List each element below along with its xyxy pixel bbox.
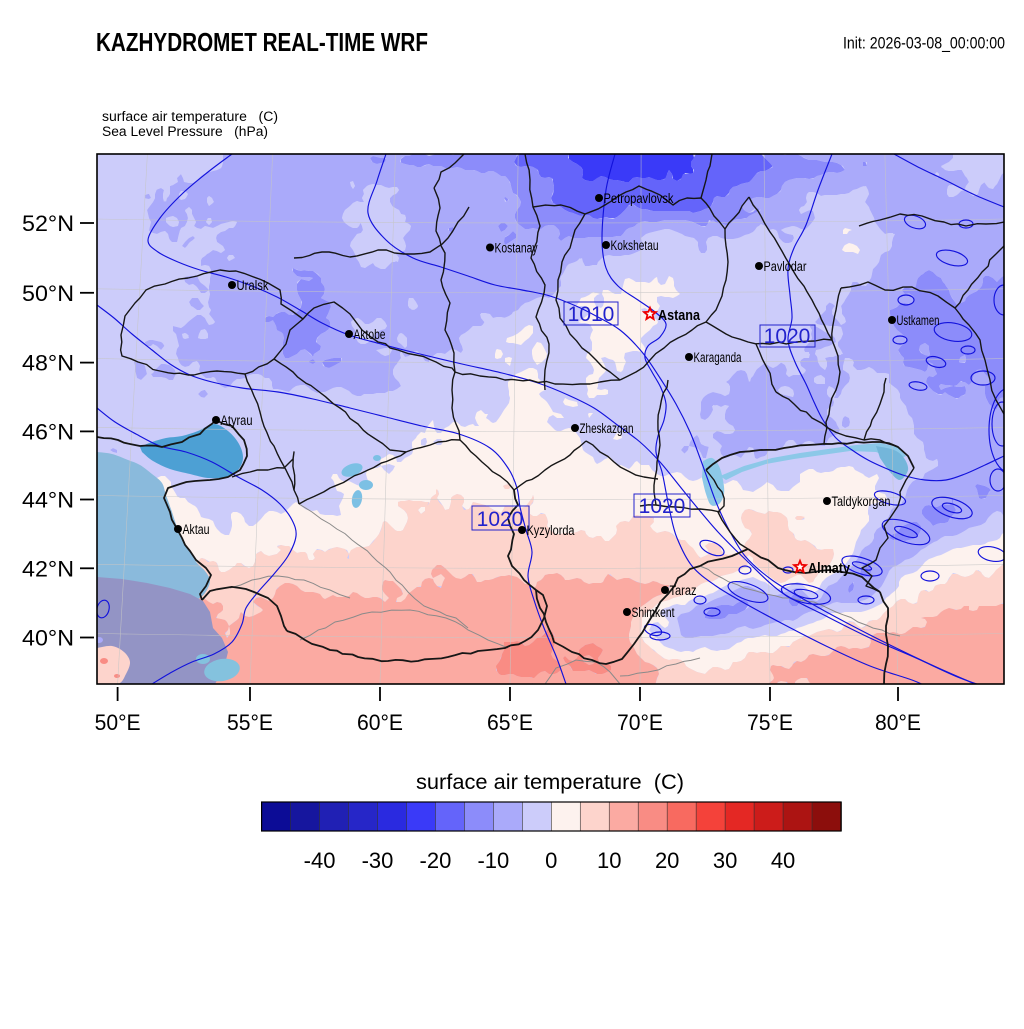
svg-text:20: 20 [655,848,679,873]
svg-text:surface air temperature (C): surface air temperature (C) [102,109,278,124]
svg-text:60°E: 60°E [357,710,403,735]
svg-text:40°N: 40°N [22,626,74,651]
svg-text:-40: -40 [304,848,336,873]
svg-text:52°N: 52°N [22,211,74,236]
svg-text:Kyzylorda: Kyzylorda [527,523,575,538]
svg-text:Init: 2026-03-08_00:00:00: Init: 2026-03-08_00:00:00 [843,35,1005,53]
svg-text:-20: -20 [420,848,452,873]
svg-text:1020: 1020 [477,508,524,531]
svg-text:75°E: 75°E [747,710,793,735]
svg-text:-10: -10 [477,848,509,873]
svg-text:Atyrau: Atyrau [221,413,253,428]
svg-text:Shimkent: Shimkent [632,605,675,620]
svg-text:55°E: 55°E [227,710,273,735]
svg-text:48°N: 48°N [22,351,74,376]
svg-text:Aktau: Aktau [183,522,210,537]
svg-text:50°E: 50°E [95,710,141,735]
svg-text:10: 10 [597,848,621,873]
svg-text:30: 30 [713,848,737,873]
svg-text:Uralsk: Uralsk [237,278,269,293]
svg-text:Petropavlovsk: Petropavlovsk [604,191,674,206]
svg-text:0: 0 [545,848,557,873]
svg-text:40: 40 [771,848,795,873]
svg-text:44°N: 44°N [22,488,74,513]
svg-text:Almaty: Almaty [808,561,850,577]
svg-text:1020: 1020 [764,325,811,348]
svg-text:Karaganda: Karaganda [694,350,742,365]
svg-text:Sea Level Pressure (hPa): Sea Level Pressure (hPa) [102,124,268,139]
svg-text:80°E: 80°E [875,710,921,735]
svg-text:Taraz: Taraz [670,583,697,598]
svg-text:Kostanay: Kostanay [495,241,538,256]
svg-text:Astana: Astana [658,308,701,324]
svg-text:Zheskazgan: Zheskazgan [580,421,634,436]
svg-text:50°N: 50°N [22,281,74,306]
svg-text:surface air temperature (C): surface air temperature (C) [416,771,684,794]
svg-text:1020: 1020 [639,495,686,518]
svg-text:70°E: 70°E [617,710,663,735]
svg-text:46°N: 46°N [22,419,74,444]
svg-text:Aktobe: Aktobe [354,327,386,342]
svg-text:Taldykorgan: Taldykorgan [832,494,891,509]
svg-text:65°E: 65°E [487,710,533,735]
svg-text:-30: -30 [362,848,394,873]
svg-text:1010: 1010 [568,303,615,326]
svg-text:Kokshetau: Kokshetau [611,238,659,253]
svg-text:Ustkamen: Ustkamen [897,313,940,328]
svg-text:42°N: 42°N [22,556,74,581]
svg-text:Pavlodar: Pavlodar [764,259,807,274]
svg-text:KAZHYDROMET REAL-TIME WRF: KAZHYDROMET REAL-TIME WRF [96,27,428,57]
